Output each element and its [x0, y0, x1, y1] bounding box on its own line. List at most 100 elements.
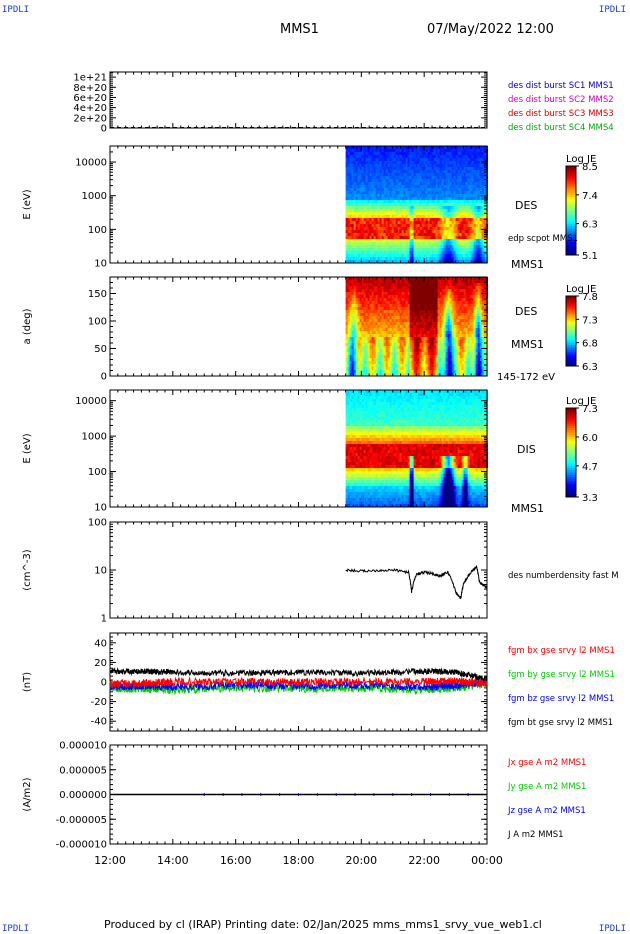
y-tick-label: 20: [94, 658, 107, 669]
legend-entry: des dist burst SC1 MMS1: [508, 81, 614, 91]
corner-label: IPDLI: [2, 5, 30, 15]
panel-label: MMS1: [511, 258, 544, 271]
y-tick-label: 10: [94, 566, 107, 577]
legend-entry: des numberdensity fast M: [508, 571, 619, 581]
corner-label: IPDLI: [2, 924, 30, 934]
field-line: [109, 667, 488, 682]
colorbar-des-pitch: [566, 296, 576, 367]
y-axis-label: a (deg): [22, 308, 33, 344]
y-tick-label: 8e+20: [73, 83, 107, 94]
corner-label: IPDLI: [598, 924, 626, 934]
y-tick-label: 2e+20: [73, 113, 107, 124]
colorbar-tick-label: 7.8: [582, 292, 598, 303]
y-axis-label: (nT): [22, 672, 33, 692]
panel-label: edp scpot MMS1: [508, 234, 578, 244]
colorbar-title: Log JE: [566, 154, 596, 165]
x-tick-label: 14:00: [157, 854, 189, 867]
y-tick-label: 10000: [75, 158, 107, 169]
x-tick-label: 16:00: [220, 854, 252, 867]
legend-entry: des dist burst SC2 MMS2: [508, 95, 614, 105]
datetime-title: 07/May/2022 12:00: [427, 22, 554, 37]
density-line: [345, 564, 488, 600]
y-tick-label: -40: [91, 717, 107, 728]
legend-entry: fgm bz gse srvy l2 MMS1: [508, 694, 614, 704]
colorbar-tick-label: 7.3: [582, 404, 598, 415]
colorbar-tick-label: 8.5: [582, 162, 598, 173]
colorbar-title: Log JE: [566, 284, 596, 295]
y-tick-label: 1000: [82, 191, 107, 202]
panel-frame: [109, 521, 488, 619]
y-tick-label: -0.000005: [56, 815, 107, 826]
colorbar-tick-label: 6.8: [582, 339, 598, 350]
y-tick-label: 0.000005: [59, 765, 107, 776]
spectrogram: [345, 390, 489, 508]
y-tick-label: 10: [94, 259, 107, 270]
colorbar-tick-label: 6.0: [582, 433, 598, 444]
y-axis-label: E (eV): [22, 433, 33, 463]
y-tick-label: 0: [101, 372, 107, 383]
x-tick-label: 20:00: [345, 854, 377, 867]
colorbar-frame: [565, 295, 577, 367]
legend-entry: Jx gse A m2 MMS1: [507, 758, 586, 768]
spectrogram: [345, 277, 489, 377]
legend-entry: des dist burst SC3 MMS3: [508, 109, 614, 119]
corner-label: IPDLI: [598, 5, 626, 15]
colorbar-title: Log JE: [566, 396, 596, 407]
colorbar-tick-label: 6.3: [582, 220, 598, 231]
y-tick-label: 0.000000: [59, 790, 107, 801]
y-tick-label: 6e+20: [73, 93, 107, 104]
colorbar-tick-label: 4.7: [582, 462, 598, 473]
colorbar-tick-label: 7.3: [582, 315, 598, 326]
x-tick-label: 00:00: [471, 854, 503, 867]
legend-entry: fgm by gse srvy l2 MMS1: [508, 670, 615, 680]
y-tick-label: -20: [91, 697, 107, 708]
y-axis-label: E (eV): [22, 189, 33, 219]
field-line: [109, 676, 488, 690]
y-tick-label: 1: [101, 614, 107, 625]
x-tick-label: 12:00: [94, 854, 126, 867]
y-axis-label: (cm^-3): [22, 549, 33, 590]
colorbar-tick-label: 3.3: [582, 493, 598, 504]
legend-entry: Jz gse A m2 MMS1: [507, 806, 586, 816]
y-tick-label: 4e+20: [73, 103, 107, 114]
panel-label: DES: [515, 199, 537, 212]
colorbar-tick-label: 6.3: [582, 362, 598, 373]
y-tick-label: 0: [101, 124, 107, 135]
legend-entry: des dist burst SC4 MMS4: [508, 123, 614, 133]
panel-label: MMS1: [511, 502, 544, 515]
colorbar-dis-energy: [566, 408, 576, 498]
y-tick-label: 10: [94, 503, 107, 514]
x-tick-label: 18:00: [283, 854, 315, 867]
y-tick-label: 0.000010: [59, 741, 107, 752]
y-tick-label: 100: [88, 225, 107, 236]
panel-label: 145-172 eV: [497, 372, 555, 383]
colorbar-frame: [565, 407, 577, 498]
footer-text: Produced by cl (IRAP) Printing date: 02/…: [104, 918, 542, 931]
y-tick-label: 150: [88, 289, 107, 300]
y-tick-label: 100: [88, 317, 107, 328]
colorbar-tick-label: 7.4: [582, 191, 598, 202]
y-tick-label: 1000: [82, 432, 107, 443]
x-tick-label: 22:00: [408, 854, 440, 867]
spacecraft-title: MMS1: [280, 22, 319, 37]
colorbar-frame: [565, 165, 577, 256]
y-tick-label: 1e+21: [73, 73, 107, 84]
legend-entry: fgm bx gse srvy l2 MMS1: [508, 646, 615, 656]
legend-entry: J A m2 MMS1: [507, 830, 564, 840]
panel-label: DIS: [517, 443, 536, 456]
y-axis-label: (A/m2): [22, 777, 33, 811]
y-tick-label: 40: [94, 638, 107, 649]
panel-label: DES: [515, 305, 537, 318]
colorbar-des-energy: [566, 166, 576, 256]
y-tick-label: 10000: [75, 396, 107, 407]
panel-frame: [109, 71, 488, 129]
panel-label: MMS1: [511, 338, 544, 351]
colorbar-tick-label: 5.1: [582, 251, 598, 262]
y-tick-label: 100: [88, 467, 107, 478]
spectrogram: [345, 146, 489, 264]
legend-entry: Jy gse A m2 MMS1: [507, 782, 586, 792]
y-tick-label: -0.000010: [56, 840, 107, 851]
y-tick-label: 0: [101, 678, 107, 689]
y-tick-label: 50: [94, 344, 107, 355]
legend-entry: fgm bt gse srvy l2 MMS1: [508, 718, 613, 728]
